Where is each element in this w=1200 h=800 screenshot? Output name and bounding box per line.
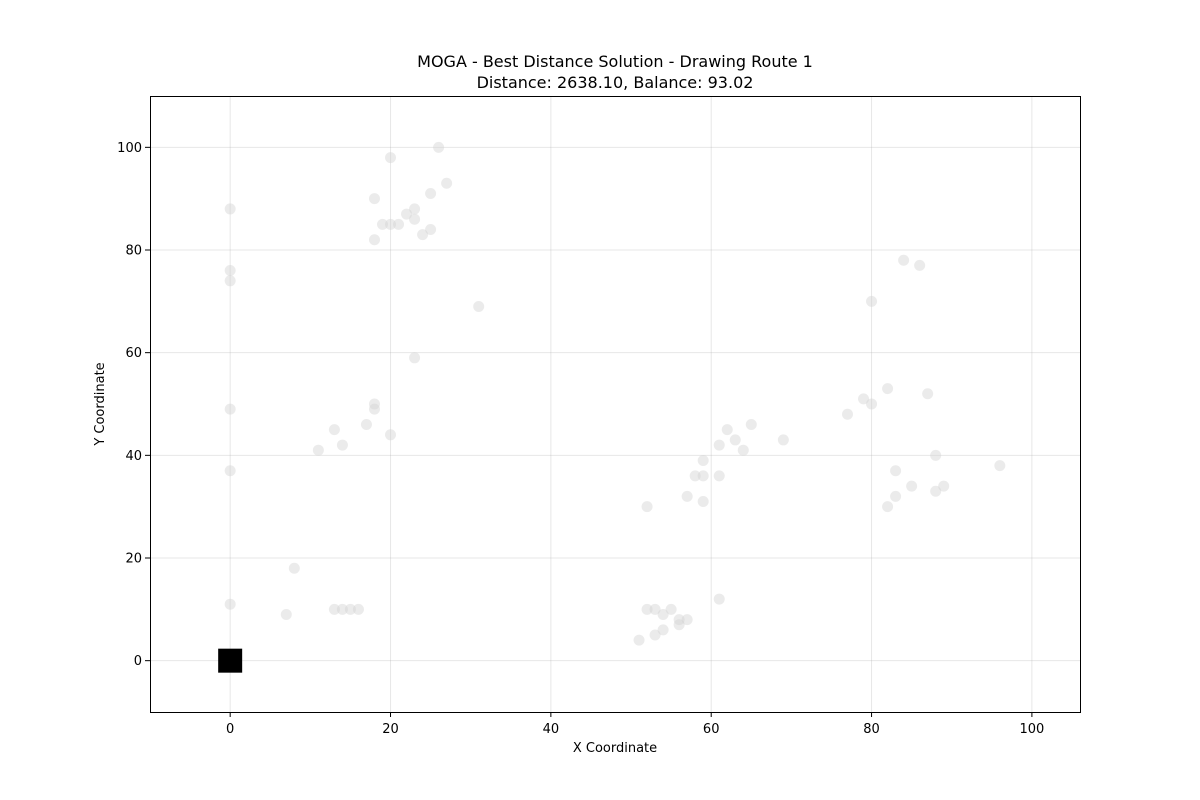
customer-point <box>681 614 693 626</box>
y-tick-label: 80 <box>125 244 142 259</box>
customer-point <box>930 449 942 461</box>
customer-point <box>713 470 725 482</box>
customer-point <box>385 218 397 230</box>
customer-point <box>641 501 653 513</box>
x-axis-label: X Coordinate <box>573 741 657 756</box>
customer-point <box>385 152 397 164</box>
customer-point <box>914 259 926 271</box>
chart-subtitle: Distance: 2638.10, Balance: 93.02 <box>477 73 754 92</box>
customer-point <box>745 419 757 431</box>
customer-point <box>842 408 853 420</box>
y-tick-label: 60 <box>125 346 142 361</box>
customer-point <box>649 603 661 615</box>
customer-point <box>385 429 397 441</box>
customer-point <box>352 603 364 615</box>
customer-point <box>425 223 437 235</box>
customer-point <box>858 393 870 405</box>
customer-point <box>224 465 236 477</box>
customer-point <box>681 490 693 502</box>
customer-point <box>224 403 236 415</box>
customer-point <box>994 460 1006 472</box>
customer-point <box>368 234 380 246</box>
x-tick-label: 40 <box>543 722 560 737</box>
customer-point <box>280 608 292 620</box>
customer-point <box>409 352 421 364</box>
customer-point <box>328 603 340 615</box>
customer-point <box>697 454 709 466</box>
customer-point <box>224 265 236 277</box>
customer-point <box>882 383 894 395</box>
customer-point <box>360 419 372 431</box>
x-tick-label: 60 <box>703 722 720 737</box>
customer-point <box>866 398 878 410</box>
customer-point <box>906 480 918 492</box>
customer-point <box>657 608 669 620</box>
customer-points <box>224 141 1006 646</box>
customer-point <box>473 300 485 312</box>
customer-point <box>368 193 380 205</box>
customer-point <box>777 434 789 446</box>
x-tick-label: 20 <box>382 722 399 737</box>
customer-point <box>441 177 453 189</box>
customer-point <box>649 629 661 641</box>
customer-point <box>336 603 348 615</box>
customer-point <box>344 603 356 615</box>
y-tick-label: 40 <box>125 449 142 464</box>
customer-point <box>224 203 236 215</box>
customer-point <box>417 229 429 241</box>
y-axis-label: Y Coordinate <box>93 362 108 446</box>
y-tick-label: 20 <box>125 552 142 567</box>
x-tick-label: 100 <box>1019 722 1044 737</box>
customer-point <box>377 218 388 230</box>
axis-ticks: 0 20 40 60 80 100 0 20 40 60 80 100 <box>117 141 1044 737</box>
customer-point <box>312 444 324 456</box>
customer-point <box>689 470 701 482</box>
customer-point <box>401 208 413 220</box>
customer-point <box>288 562 300 574</box>
plot-frame <box>150 96 1081 713</box>
customer-point <box>368 398 380 410</box>
customer-point <box>368 403 380 415</box>
customer-point <box>224 275 236 287</box>
customer-point <box>433 141 445 153</box>
customer-point <box>224 598 236 610</box>
customer-point <box>930 485 942 497</box>
x-tick-label: 80 <box>863 722 880 737</box>
customer-point <box>890 490 902 502</box>
customer-point <box>633 634 645 646</box>
customer-point <box>737 444 749 456</box>
customer-point <box>665 603 677 615</box>
customer-point <box>657 624 669 636</box>
customer-point <box>866 295 878 307</box>
customer-point <box>409 213 421 225</box>
customer-point <box>882 501 894 513</box>
depot-layer <box>218 648 243 673</box>
customer-point <box>890 465 902 477</box>
customer-point <box>713 439 725 451</box>
customer-point <box>713 593 725 605</box>
customer-point <box>922 388 934 400</box>
customer-point <box>425 188 437 200</box>
customer-point <box>898 254 910 266</box>
customer-point <box>697 496 709 508</box>
y-tick-label: 100 <box>117 141 142 156</box>
customer-point <box>673 614 685 626</box>
customer-point <box>393 218 405 230</box>
customer-point <box>328 424 340 436</box>
customer-point <box>409 203 421 215</box>
customer-point <box>336 439 348 451</box>
gridlines <box>150 96 1080 712</box>
depot-marker <box>218 648 243 673</box>
customer-point <box>938 480 950 492</box>
customer-point <box>729 434 741 446</box>
customer-point <box>641 603 653 615</box>
customer-point <box>697 470 709 482</box>
y-tick-label: 0 <box>134 654 142 669</box>
customer-point <box>721 424 733 436</box>
customer-point <box>673 619 685 631</box>
chart-title: MOGA - Best Distance Solution - Drawing … <box>417 52 813 71</box>
x-tick-label: 0 <box>226 722 234 737</box>
